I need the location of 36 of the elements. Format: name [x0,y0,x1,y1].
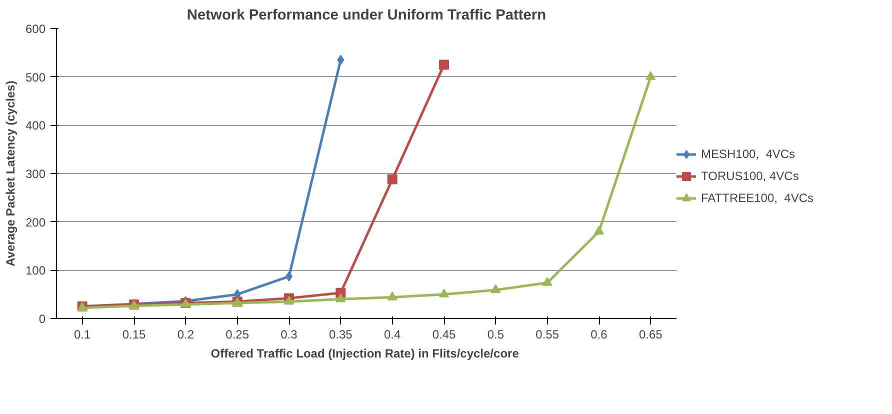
point [439,60,449,70]
point [387,292,398,300]
point [284,296,294,305]
legend-label: MESH100, 4VCs [701,147,796,161]
point [646,71,656,80]
y-tick-label: 600 [25,22,46,36]
x-tick-label: 0.2 [177,328,194,342]
point [542,277,552,286]
point [490,284,501,294]
legend-label: TORUS100, 4VCs [701,169,799,183]
y-tick-label: 500 [25,70,46,84]
x-tick-label: 0.15 [122,328,146,342]
x-tick-label: 0.3 [280,328,298,342]
x-tick-label: 0.25 [226,328,250,342]
point [594,226,604,235]
y-tick-label: 200 [25,215,46,230]
point [439,288,449,298]
x-tick-label: 0.4 [384,328,401,342]
x-tick-label: 0.35 [328,328,353,342]
y-tick-label: 400 [25,118,46,133]
x-tick-label: 0.65 [638,328,663,342]
y-tick-label: 300 [25,167,46,181]
x-tick-label: 0.45 [432,328,456,342]
point [336,293,346,302]
x-axis-title: Offered Traffic Load (Injection Rate) in Flits/cycle/core [210,346,520,360]
x-tick-label: 0.55 [536,328,560,342]
x-tick-label: 0.5 [487,328,504,342]
chart-title: Network Performance under Uniform Traffic Pattern [186,8,546,24]
x-tick-label: 0.1 [74,328,91,342]
x-tick-label: 0.6 [590,328,608,342]
point [387,174,398,184]
y-tick-label: 0 [38,312,46,326]
legend-label: FATTREE100, 4VCs [701,191,814,205]
point [337,54,344,65]
y-tick-label: 100 [25,264,46,278]
y-axis-title: Average Packet Latency (cycles) [3,80,18,266]
